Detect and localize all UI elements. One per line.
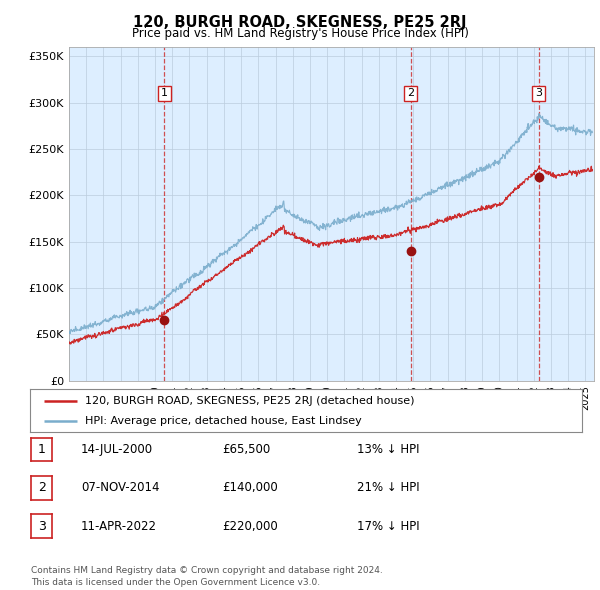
Text: 07-NOV-2014: 07-NOV-2014 — [81, 481, 160, 494]
Text: 2: 2 — [38, 481, 46, 494]
Text: 3: 3 — [38, 520, 46, 533]
Text: 120, BURGH ROAD, SKEGNESS, PE25 2RJ: 120, BURGH ROAD, SKEGNESS, PE25 2RJ — [133, 15, 467, 30]
Text: 120, BURGH ROAD, SKEGNESS, PE25 2RJ (detached house): 120, BURGH ROAD, SKEGNESS, PE25 2RJ (det… — [85, 396, 415, 407]
Text: Price paid vs. HM Land Registry's House Price Index (HPI): Price paid vs. HM Land Registry's House … — [131, 27, 469, 40]
Text: 1: 1 — [161, 88, 168, 99]
Text: HPI: Average price, detached house, East Lindsey: HPI: Average price, detached house, East… — [85, 417, 362, 426]
Text: 1: 1 — [38, 443, 46, 456]
Text: 13% ↓ HPI: 13% ↓ HPI — [357, 443, 419, 456]
Text: 3: 3 — [535, 88, 542, 99]
Text: Contains HM Land Registry data © Crown copyright and database right 2024.
This d: Contains HM Land Registry data © Crown c… — [31, 566, 383, 587]
Text: 21% ↓ HPI: 21% ↓ HPI — [357, 481, 419, 494]
Text: 14-JUL-2000: 14-JUL-2000 — [81, 443, 153, 456]
Text: 11-APR-2022: 11-APR-2022 — [81, 520, 157, 533]
Text: £65,500: £65,500 — [222, 443, 270, 456]
Text: £220,000: £220,000 — [222, 520, 278, 533]
Text: 2: 2 — [407, 88, 414, 99]
Text: £140,000: £140,000 — [222, 481, 278, 494]
Text: 17% ↓ HPI: 17% ↓ HPI — [357, 520, 419, 533]
